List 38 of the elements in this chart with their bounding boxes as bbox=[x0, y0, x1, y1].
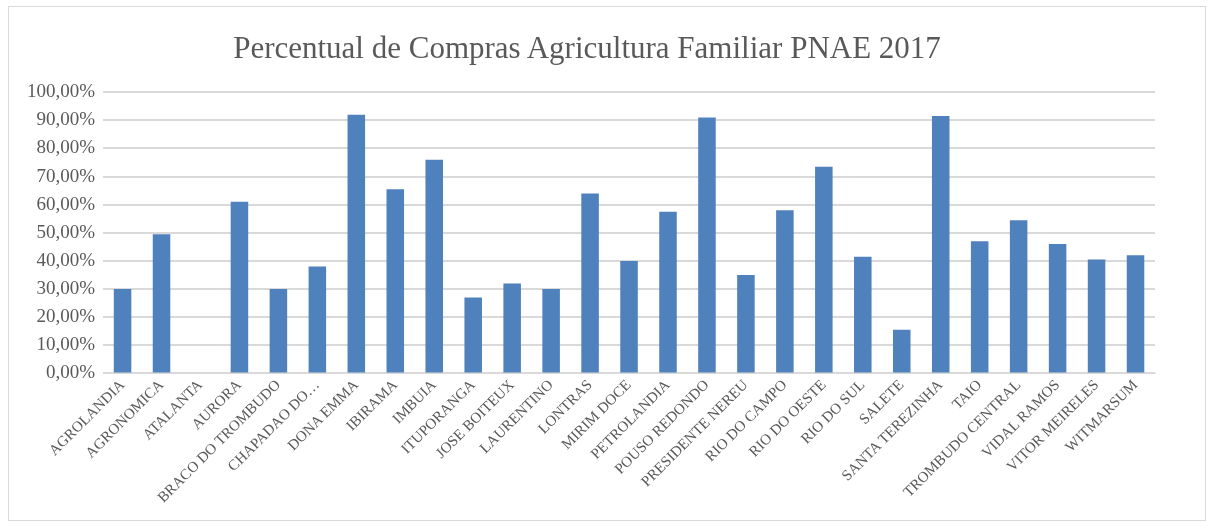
bar bbox=[269, 289, 288, 373]
bar bbox=[152, 234, 171, 373]
y-tick-label: 30,00% bbox=[36, 277, 96, 299]
y-tick-label: 40,00% bbox=[36, 248, 96, 270]
y-tick-label: 0,00% bbox=[46, 361, 96, 383]
bar bbox=[659, 211, 677, 373]
bar bbox=[1126, 255, 1145, 373]
bar bbox=[698, 117, 716, 373]
bar bbox=[542, 289, 560, 373]
y-tick-label: 60,00% bbox=[36, 192, 96, 214]
y-tick-label: 100,00% bbox=[27, 80, 96, 102]
bar bbox=[425, 159, 443, 373]
bar bbox=[620, 260, 638, 373]
y-tick-label: 70,00% bbox=[36, 164, 96, 186]
bar bbox=[815, 166, 833, 373]
bar bbox=[347, 114, 366, 373]
bar bbox=[503, 283, 521, 373]
bar bbox=[1048, 244, 1067, 373]
bar bbox=[386, 189, 405, 373]
bar bbox=[113, 289, 132, 373]
chart-title: Percentual de Compras Agricultura Familiar PNAE 2017 bbox=[233, 29, 941, 65]
bar bbox=[464, 297, 482, 373]
y-tick-label: 10,00% bbox=[36, 333, 96, 355]
bar bbox=[776, 210, 794, 373]
y-tick-label: 90,00% bbox=[36, 108, 96, 130]
bar bbox=[1009, 220, 1028, 373]
bar bbox=[931, 116, 950, 373]
bar bbox=[230, 201, 249, 373]
bar bbox=[1087, 259, 1106, 373]
y-tick-label: 50,00% bbox=[36, 220, 96, 242]
bar bbox=[854, 256, 872, 373]
bar bbox=[892, 329, 911, 373]
bar bbox=[581, 193, 599, 373]
bar bbox=[737, 274, 755, 373]
bar bbox=[970, 241, 989, 373]
bar bbox=[308, 266, 327, 373]
y-tick-label: 20,00% bbox=[36, 305, 96, 327]
y-tick-label: 80,00% bbox=[36, 136, 96, 158]
